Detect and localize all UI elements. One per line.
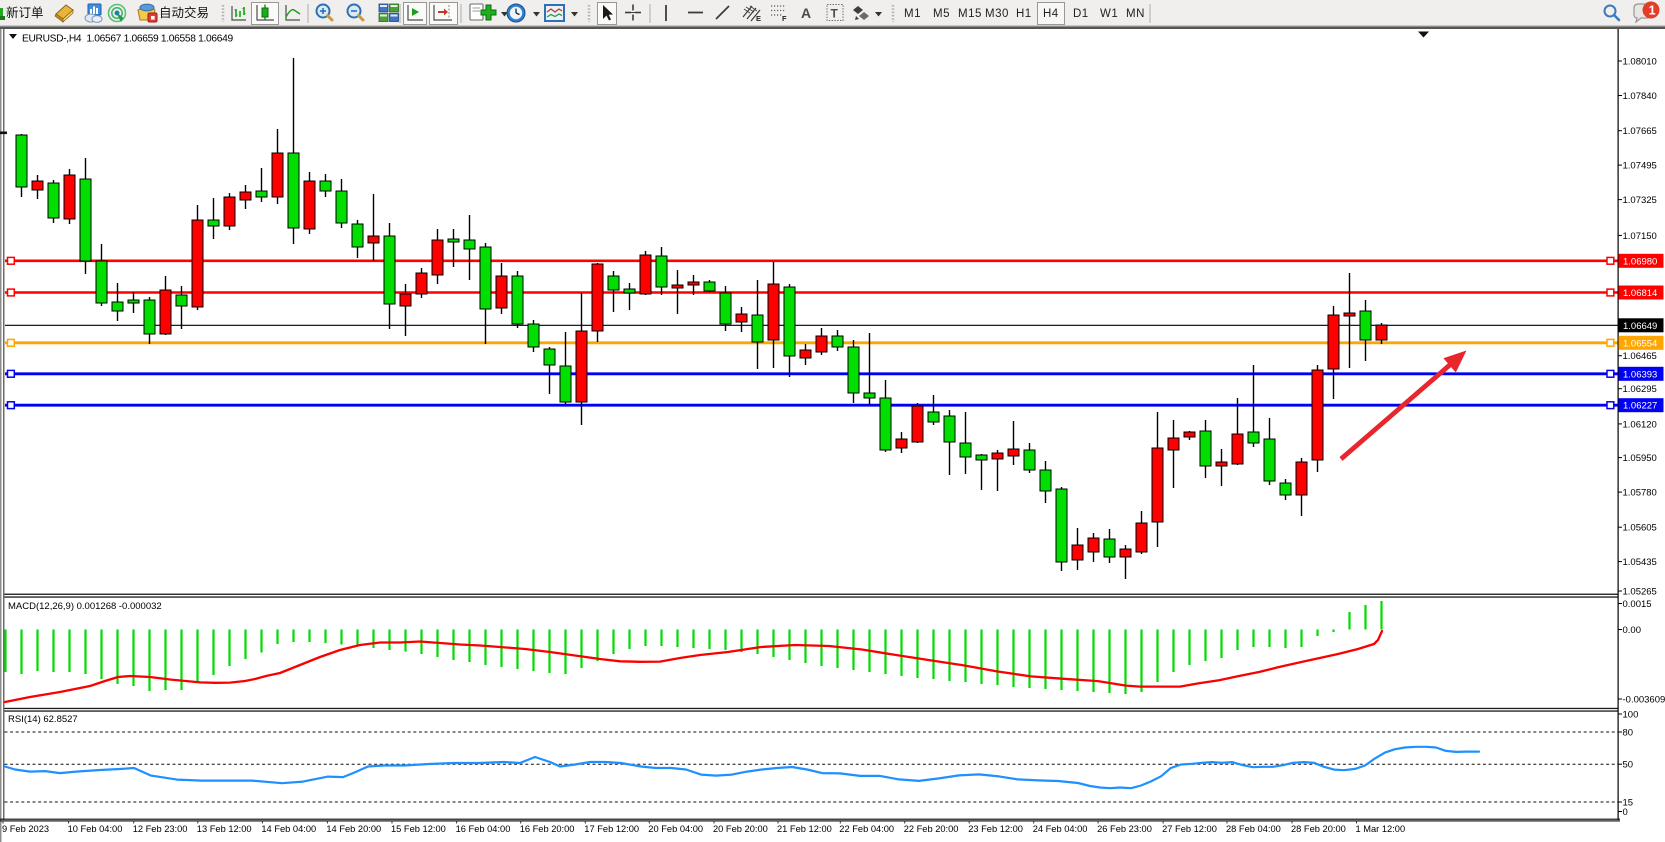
svg-text:1.07665: 1.07665 [1623, 126, 1657, 137]
svg-text:M5: M5 [933, 8, 950, 20]
svg-text:RSI(14) 62.8527: RSI(14) 62.8527 [8, 714, 78, 725]
svg-text:1: 1 [1649, 4, 1656, 18]
svg-text:16 Feb 20:00: 16 Feb 20:00 [520, 824, 575, 834]
svg-text:0: 0 [1623, 807, 1628, 818]
svg-text:28 Feb 20:00: 28 Feb 20:00 [1291, 824, 1346, 834]
svg-text:H4: H4 [1043, 8, 1059, 20]
svg-text:1.08010: 1.08010 [1623, 57, 1657, 68]
svg-text:9 Feb 2023: 9 Feb 2023 [2, 824, 49, 834]
svg-text:MACD(12,26,9) 0.001268 -0.0000: MACD(12,26,9) 0.001268 -0.000032 [8, 601, 162, 612]
svg-text:1.07495: 1.07495 [1623, 161, 1657, 172]
svg-text:1.05780: 1.05780 [1623, 488, 1657, 499]
svg-text:28 Feb 04:00: 28 Feb 04:00 [1226, 824, 1281, 834]
svg-text:1.05605: 1.05605 [1623, 523, 1657, 534]
svg-text:F: F [782, 14, 787, 23]
svg-text:1.07840: 1.07840 [1623, 91, 1657, 102]
svg-text:12 Feb 23:00: 12 Feb 23:00 [133, 824, 188, 834]
svg-text:17 Feb 12:00: 17 Feb 12:00 [584, 824, 639, 834]
svg-text:1.07150: 1.07150 [1623, 231, 1657, 242]
svg-text:1.07325: 1.07325 [1623, 195, 1657, 206]
svg-text:M1: M1 [904, 8, 921, 20]
svg-text:80: 80 [1623, 728, 1634, 739]
svg-text:22 Feb 04:00: 22 Feb 04:00 [839, 824, 894, 834]
svg-text:M15: M15 [958, 8, 982, 20]
svg-text:15: 15 [1623, 798, 1634, 809]
svg-text:27 Feb 12:00: 27 Feb 12:00 [1162, 824, 1217, 834]
svg-text:24 Feb 04:00: 24 Feb 04:00 [1033, 824, 1088, 834]
svg-text:14 Feb 04:00: 14 Feb 04:00 [261, 824, 316, 834]
svg-text:-0.003609: -0.003609 [1623, 695, 1665, 706]
svg-text:1.06227: 1.06227 [1623, 401, 1657, 412]
svg-text:14 Feb 20:00: 14 Feb 20:00 [326, 824, 381, 834]
svg-text:1.06465: 1.06465 [1623, 351, 1657, 362]
svg-text:13 Feb 12:00: 13 Feb 12:00 [197, 824, 252, 834]
svg-text:EURUSD-,H4 1.06567 1.06659 1.: EURUSD-,H4 1.06567 1.06659 1.06558 1.066… [22, 34, 233, 45]
svg-text:20 Feb 04:00: 20 Feb 04:00 [648, 824, 703, 834]
svg-text:1.06554: 1.06554 [1623, 338, 1657, 349]
svg-text:1.06120: 1.06120 [1623, 419, 1657, 430]
svg-text:E: E [756, 14, 761, 23]
svg-text:0.00: 0.00 [1623, 625, 1642, 636]
svg-text:H1: H1 [1016, 8, 1032, 20]
svg-text:0.0015: 0.0015 [1623, 599, 1652, 610]
svg-text:23 Feb 12:00: 23 Feb 12:00 [968, 824, 1023, 834]
svg-text:1.05950: 1.05950 [1623, 453, 1657, 464]
svg-text:M30: M30 [985, 8, 1009, 20]
svg-text:16 Feb 04:00: 16 Feb 04:00 [456, 824, 511, 834]
svg-text:22 Feb 20:00: 22 Feb 20:00 [904, 824, 959, 834]
svg-text:W1: W1 [1100, 8, 1118, 20]
svg-text:1.06295: 1.06295 [1623, 384, 1657, 395]
svg-text:1 Mar 12:00: 1 Mar 12:00 [1356, 824, 1406, 834]
svg-text:100: 100 [1623, 710, 1639, 721]
svg-text:新订单: 新订单 [6, 5, 44, 20]
svg-text:A: A [801, 5, 811, 21]
svg-text:1.06393: 1.06393 [1623, 369, 1657, 380]
svg-text:10 Feb 04:00: 10 Feb 04:00 [68, 824, 123, 834]
svg-text:1.05435: 1.05435 [1623, 557, 1657, 568]
svg-text:1.06814: 1.06814 [1623, 288, 1657, 299]
svg-text:T: T [831, 7, 839, 21]
svg-text:50: 50 [1623, 760, 1634, 771]
svg-text:26 Feb 23:00: 26 Feb 23:00 [1097, 824, 1152, 834]
svg-text:自动交易: 自动交易 [159, 5, 209, 20]
svg-text:1.05265: 1.05265 [1623, 587, 1657, 598]
svg-text:1.06980: 1.06980 [1623, 256, 1657, 267]
svg-text:D1: D1 [1073, 8, 1089, 20]
svg-text:MN: MN [1126, 8, 1145, 20]
svg-text:15 Feb 12:00: 15 Feb 12:00 [391, 824, 446, 834]
svg-text:20 Feb 20:00: 20 Feb 20:00 [713, 824, 768, 834]
svg-text:1.06649: 1.06649 [1623, 321, 1657, 332]
svg-text:21 Feb 12:00: 21 Feb 12:00 [777, 824, 832, 834]
